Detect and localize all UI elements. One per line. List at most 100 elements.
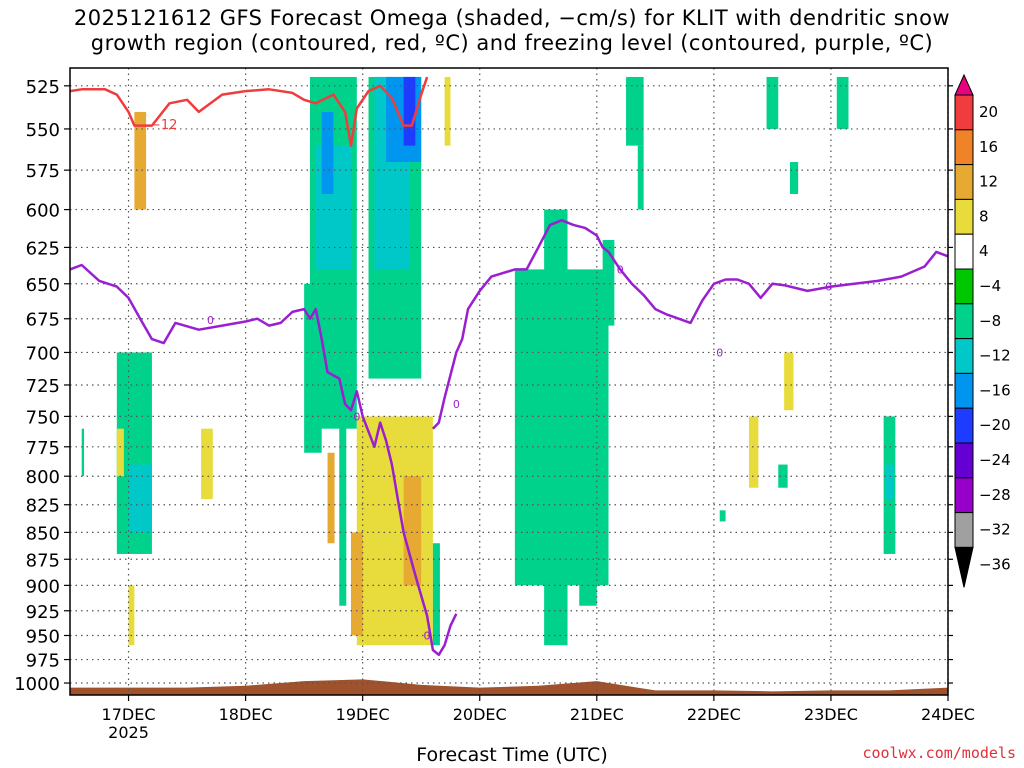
- y-tick-label: 575: [26, 161, 60, 182]
- omega-cell: [403, 76, 416, 146]
- credit-text: coolwx.com/models: [862, 744, 1016, 762]
- omega-cell: [128, 585, 135, 646]
- y-tick-label: 750: [26, 407, 60, 428]
- omega-cell: [637, 145, 644, 210]
- omega-cell: [327, 452, 335, 544]
- omega-cell: [579, 352, 597, 606]
- colorbar-label: −16: [979, 381, 1011, 399]
- y-tick-label: 675: [26, 310, 60, 331]
- colorbar-segment: [954, 372, 974, 409]
- y-tick-label: 825: [26, 496, 60, 517]
- omega-cell: [350, 532, 363, 636]
- chart-title-line1: 2025121612 GFS Forecast Omega (shaded, −…: [73, 6, 951, 30]
- plot-frame: [69, 67, 949, 696]
- colorbar-segment: [954, 94, 974, 131]
- omega-cell: [602, 239, 615, 326]
- colorbar-label: −32: [979, 521, 1011, 539]
- y-tick-label: 925: [26, 602, 60, 623]
- omega-cell: [201, 428, 213, 500]
- omega-cell: [134, 111, 147, 210]
- colorbar-label: −20: [979, 416, 1011, 434]
- y-tick-label: 600: [26, 201, 60, 222]
- colorbar-label: −36: [979, 555, 1011, 573]
- omega-cell: [128, 464, 152, 533]
- omega-cell: [544, 209, 568, 646]
- freezing-contour-label: 0: [716, 346, 723, 359]
- omega-cell: [778, 464, 788, 488]
- x-tick-label: 18DEC: [219, 705, 273, 724]
- colorbar-label: 12: [979, 173, 998, 191]
- omega-cell: [81, 428, 85, 477]
- y-tick-label: 950: [26, 626, 60, 647]
- x-tick-label: 17DEC: [102, 705, 156, 724]
- freezing-contour-label: 0: [453, 398, 460, 411]
- y-tick-label: 800: [26, 467, 60, 488]
- omega-cell: [339, 352, 347, 606]
- omega-cell: [304, 283, 322, 453]
- y-tick-label: 850: [26, 523, 60, 544]
- freezing-contour-label: 0: [353, 410, 360, 423]
- colorbar-segment: [954, 233, 974, 270]
- omega-cell: [386, 76, 422, 163]
- y-tick-label: 650: [26, 275, 60, 296]
- colorbar-label: −12: [979, 347, 1011, 365]
- omega-cell: [444, 76, 451, 146]
- freezing-contour-label: 0: [617, 263, 624, 276]
- y-tick-label: 900: [26, 576, 60, 597]
- colorbar-segment: [954, 407, 974, 444]
- dgz-contour-label: −12: [150, 118, 177, 133]
- colorbar-segment: [954, 164, 974, 200]
- colorbar-segment: [954, 477, 974, 514]
- colorbar-segment: [954, 73, 974, 96]
- freezing-level-contour: [432, 219, 949, 430]
- colorbar-segment: [954, 268, 974, 305]
- y-tick-label: 550: [26, 120, 60, 141]
- colorbar-segment: [954, 338, 974, 374]
- colorbar-label: −8: [979, 312, 1001, 330]
- x-axis-label: Forecast Time (UTC): [416, 744, 608, 766]
- colorbar-label: −24: [979, 451, 1011, 469]
- plot-area: [70, 68, 948, 695]
- omega-cell: [784, 352, 794, 411]
- omega-cell: [116, 428, 124, 477]
- omega-cell: [403, 476, 422, 586]
- colorbar-label: 8: [979, 207, 989, 225]
- x-tick-label: 21DEC: [570, 705, 624, 724]
- colorbar-label: 16: [979, 138, 998, 156]
- x-tick-label: 20DEC: [453, 705, 507, 724]
- omega-cell: [789, 162, 799, 195]
- colorbar-segment: [954, 198, 974, 235]
- x-tick-label: 24DEC: [921, 705, 975, 724]
- omega-cell: [626, 76, 644, 146]
- omega-cell: [748, 416, 759, 488]
- omega-cell: [432, 543, 440, 646]
- colorbar-label: −28: [979, 486, 1011, 504]
- omega-cell: [321, 111, 334, 195]
- x-tick-label: 23DEC: [804, 705, 858, 724]
- y-tick-label: 875: [26, 550, 60, 571]
- y-tick-label: 700: [26, 343, 60, 364]
- freezing-contour-label: 0: [424, 629, 431, 642]
- grid: [70, 68, 949, 695]
- y-tick-label: 775: [26, 438, 60, 459]
- freezing-level-contour: [69, 263, 458, 657]
- y-tick-label: 525: [26, 77, 60, 98]
- x-year-label: 2025: [108, 723, 149, 742]
- colorbar-segment: [954, 442, 974, 479]
- y-tick-label: 725: [26, 376, 60, 397]
- y-tick-label: 625: [26, 238, 60, 259]
- colorbar-label: 20: [979, 103, 998, 121]
- ground-surface: [70, 679, 948, 695]
- colorbar-segment: [954, 512, 974, 548]
- y-tick-label: 1000: [14, 674, 60, 695]
- dgz-contour-red: [69, 76, 429, 147]
- omega-cell: [719, 510, 726, 522]
- colorbar-segment: [954, 303, 974, 340]
- omega-cell: [885, 464, 893, 500]
- freezing-contour-label: 0: [825, 281, 832, 294]
- x-tick-label: 19DEC: [336, 705, 390, 724]
- omega-cell: [766, 76, 779, 129]
- x-tick-label: 22DEC: [687, 705, 741, 724]
- colorbar-segment: [954, 546, 974, 588]
- y-tick-label: 975: [26, 651, 60, 672]
